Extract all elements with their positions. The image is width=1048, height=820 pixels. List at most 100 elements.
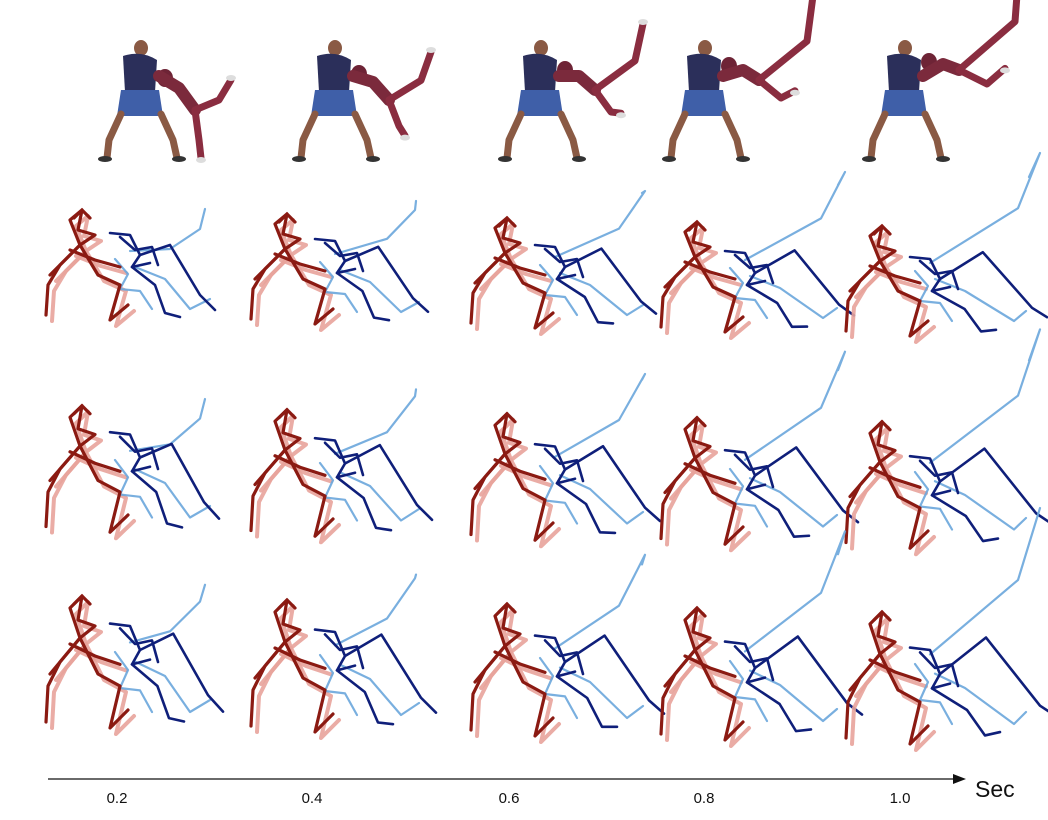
ghost-red-hip — [499, 463, 553, 488]
blue-torso — [313, 436, 357, 479]
attacker-left-shoe — [862, 156, 876, 162]
lightblue-leg-a — [743, 530, 847, 653]
red-hip — [493, 256, 547, 277]
red-right-leg — [693, 255, 745, 334]
red-hip — [68, 248, 122, 269]
skeleton-cell-row2-t0.2 — [44, 397, 221, 541]
ghost-red-left-arm — [50, 642, 88, 730]
blue-leg-b — [555, 481, 617, 535]
lightblue-leg-b — [338, 663, 421, 717]
red-hip — [868, 466, 922, 489]
blue-leg-b — [930, 289, 998, 333]
ghost-red-hip — [74, 455, 128, 480]
red-left-arm — [844, 460, 882, 545]
attacker-shorts — [117, 90, 163, 116]
attacker-right-shoe — [366, 156, 380, 162]
defender-shoe-b — [638, 19, 648, 25]
red-right-leg — [878, 460, 930, 550]
attacker-left-shoe — [498, 156, 512, 162]
skeleton-cell-row1-t1.0 — [844, 151, 1048, 344]
attacker-right-leg — [351, 110, 375, 162]
red-head-marker — [872, 223, 892, 236]
skeleton-cell-row1-t0.4 — [249, 199, 430, 332]
red-hip — [493, 650, 547, 675]
blue-leg-a — [563, 634, 666, 715]
attacker-right-shoe — [936, 156, 950, 162]
attacker-left-shoe — [662, 156, 676, 162]
red-right-leg — [693, 456, 745, 546]
red-head-marker — [687, 415, 707, 428]
defender-torso — [553, 70, 601, 96]
ghost-red-right-leg — [699, 654, 751, 748]
red-head-marker — [72, 403, 92, 416]
attacker-right-leg — [157, 110, 181, 162]
red-left-arm — [249, 247, 287, 321]
defender-leg-b — [755, 0, 816, 84]
attacker-right-leg — [557, 110, 581, 162]
skeleton-cell-row1-t0.8 — [659, 170, 856, 340]
lightblue-body — [318, 461, 359, 522]
red-hip — [868, 264, 922, 285]
red-left-arm — [469, 251, 507, 325]
attacker-shorts — [311, 90, 357, 116]
skeleton-cell-row2-t1.0 — [844, 328, 1048, 557]
skeleton-cell-row2-t0.4 — [249, 388, 434, 545]
attacker-head — [898, 40, 912, 56]
lightblue-leg-b — [133, 265, 212, 311]
lightblue-leg-b — [338, 471, 421, 522]
ghost-red-right-leg — [84, 450, 136, 541]
blue-arm — [733, 453, 775, 489]
ghost-red-left-arm — [850, 466, 888, 551]
blue-leg-b — [555, 675, 619, 729]
lightblue-leg-a — [928, 328, 1042, 464]
red-hip — [683, 654, 737, 679]
red-left-arm — [249, 640, 287, 728]
defender-shoe-b — [226, 75, 236, 81]
red-hip — [68, 450, 122, 473]
blue-leg-b — [130, 663, 186, 723]
blue-leg-a — [138, 243, 217, 312]
skeleton-cell-row2-t0.8 — [659, 350, 860, 553]
lightblue-leg-a — [128, 397, 207, 452]
ghost-red-right-leg — [699, 261, 751, 340]
blue-leg-a — [343, 443, 434, 522]
ghost-red-right-leg — [699, 462, 751, 553]
red-head-marker — [72, 207, 92, 220]
ghost-red-hip — [499, 262, 553, 283]
ghost-red-left-arm — [255, 253, 293, 327]
lightblue-leg-a — [743, 170, 847, 262]
red-head-marker — [277, 407, 297, 420]
red-head-marker — [277, 211, 297, 224]
blue-leg-a — [343, 633, 438, 714]
lightblue-body — [913, 269, 954, 323]
photo-frame-0.4 — [292, 40, 436, 162]
blue-arm — [118, 627, 160, 664]
red-hip — [683, 260, 737, 281]
lightblue-leg-a — [333, 573, 418, 647]
defender-leg-b — [385, 48, 435, 104]
lightblue-leg-b — [338, 268, 421, 314]
skeleton-cell-row1-t0.6 — [469, 189, 658, 336]
red-left-arm — [659, 456, 697, 541]
blue-leg-b — [335, 669, 395, 726]
skeleton-cell-row3-t1.0 — [844, 506, 1048, 752]
defender-leg-a — [591, 86, 625, 117]
red-right-leg — [878, 259, 930, 338]
attacker-left-leg — [103, 110, 125, 162]
attacker-left-leg — [297, 110, 319, 162]
blue-leg-b — [745, 283, 809, 329]
ghost-red-right-leg — [84, 249, 136, 328]
attacker-left-leg — [503, 110, 525, 162]
lightblue-leg-a — [128, 207, 207, 253]
red-right-leg — [878, 652, 930, 746]
attacker-head — [698, 40, 712, 56]
timeline-unit-label: Sec — [975, 776, 1015, 802]
red-head-marker — [687, 605, 707, 618]
defender-shoe-a — [1000, 67, 1010, 74]
red-left-arm — [44, 243, 82, 317]
attacker-shorts — [681, 90, 727, 116]
lightblue-leg-a — [743, 350, 847, 461]
blue-arm — [918, 459, 960, 495]
ghost-red-left-arm — [50, 450, 88, 535]
blue-leg-a — [138, 442, 221, 520]
